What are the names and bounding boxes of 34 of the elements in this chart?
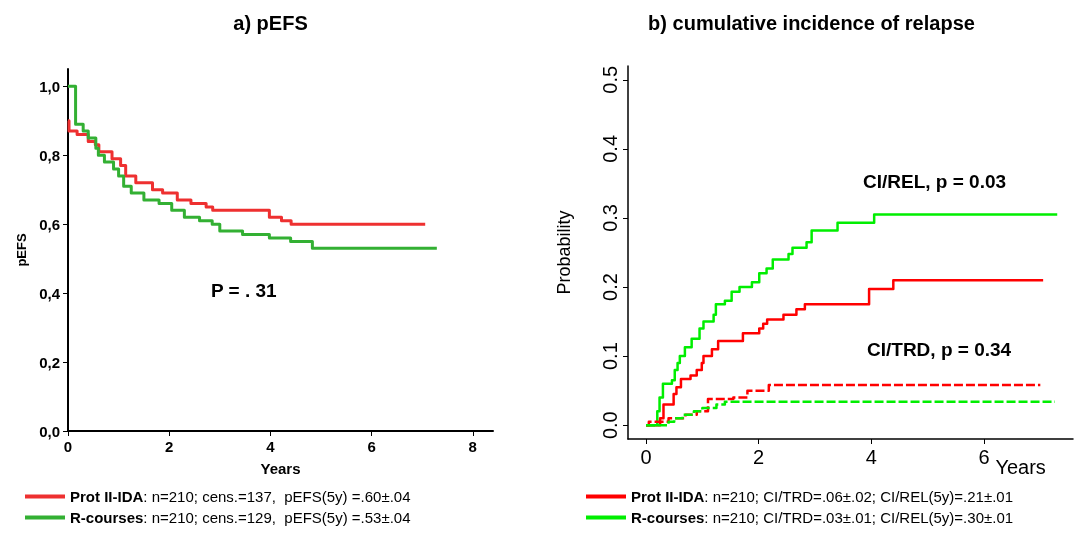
annotation: CI/TRD, p = 0.34 (867, 339, 1012, 360)
y-axis-title: Probability (554, 210, 574, 295)
x-tick-label: 6 (367, 438, 376, 455)
y-tick-label: 0,0 (39, 422, 60, 440)
y-tick-label: 0.1 (599, 342, 621, 371)
x-tick-label: 0 (63, 438, 73, 455)
x-tick-label: 4 (266, 438, 276, 455)
y-tick-label: 0.3 (599, 204, 621, 232)
y-tick-label: 0.4 (599, 134, 621, 163)
x-axis-title: Years (995, 456, 1046, 478)
x-tick-label: 2 (165, 438, 174, 455)
x-tick-label: 8 (468, 438, 477, 455)
y-tick-label: 0,6 (39, 215, 60, 233)
legend-label: R-courses: n=210; CI/TRD=.03±.01; CI/REL(5y)=.30±.01 (631, 509, 1014, 526)
x-tick-label: 4 (865, 446, 877, 468)
annotation: P = . 31 (210, 279, 278, 301)
x-axis-title: Years (260, 460, 301, 477)
x-tick-label: 0 (640, 446, 652, 468)
x-tick-label: 6 (978, 446, 990, 468)
y-tick-label: 0.2 (599, 273, 621, 301)
legend-label: Prot II-IDA: n=210; cens.=137, pEFS(5y) =.60±.04 (70, 488, 411, 505)
y-tick-label: 0,2 (39, 353, 60, 371)
y-axis-title: pEFS (14, 233, 29, 267)
x-tick-label: 2 (753, 446, 765, 468)
legend-label: Prot II-IDA: n=210; CI/TRD=.06±.02; CI/REL(5y)=.21±.01 (631, 488, 1014, 505)
y-tick-label: 0.5 (599, 65, 621, 94)
y-tick-label: 0.0 (599, 411, 621, 440)
chart-title: b) cumulative incidence of relapse (648, 12, 975, 34)
chart-title: a) pEFS (233, 12, 308, 34)
y-tick-label: 1,0 (39, 77, 60, 95)
annotation: CI/REL, p = 0.03 (863, 171, 1007, 192)
y-tick-label: 0,4 (39, 284, 61, 302)
y-tick-label: 0,8 (39, 146, 60, 164)
legend-label: R-courses: n=210; cens.=129, pEFS(5y) =.53±.04 (70, 509, 411, 526)
